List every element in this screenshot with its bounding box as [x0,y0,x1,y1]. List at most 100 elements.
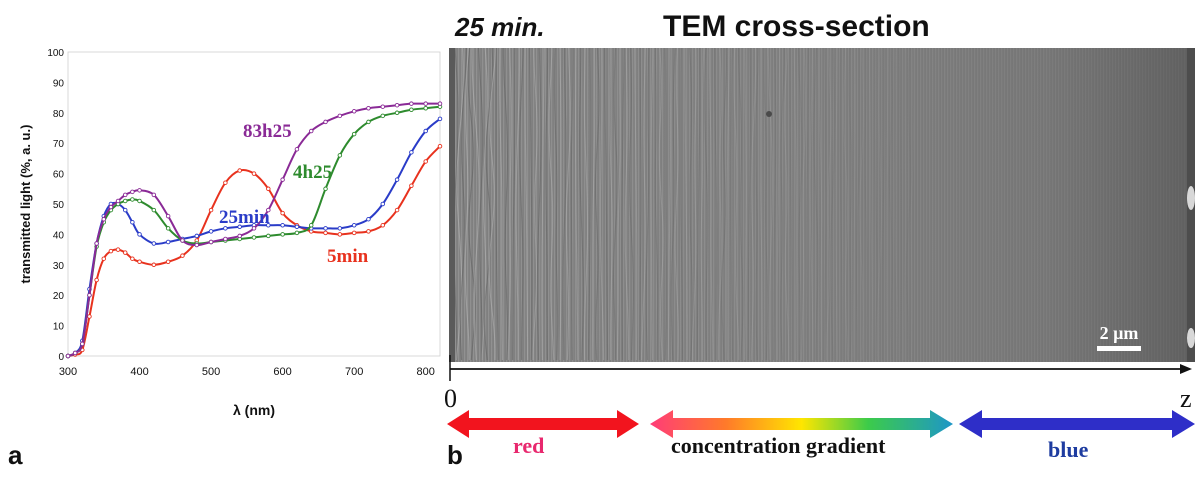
data-point-5min [337,232,343,237]
lamella-line [835,48,838,360]
lamella-line [545,48,549,361]
scale-bar [1097,346,1141,351]
lamella-line [512,48,516,360]
lamella-line [805,48,810,360]
lamella-line [737,48,744,361]
data-point-83h25 [366,105,371,111]
data-point-5min [266,186,271,192]
lamella-line [813,48,819,360]
lamella-line [744,48,747,361]
lamella-line [733,48,740,360]
lamella-line [541,48,545,361]
data-point-5min [323,230,328,236]
y-tick-label: 30 [53,261,65,272]
data-point-83h25 [380,104,386,109]
lamella-line [613,48,618,361]
data-point-83h25 [237,233,242,239]
lamella-line [906,48,912,361]
data-point-4h25 [294,230,300,236]
lamella-line [823,48,827,360]
data-point-83h25 [266,207,271,213]
y-tick-labels: 0 10 20 30 40 50 60 70 80 90 100 [47,48,64,363]
data-point-25min [208,229,214,234]
data-point-25min [151,241,157,246]
blue-region-label: blue [1048,437,1089,462]
data-point-83h25 [72,350,78,356]
lamella-line [903,48,907,360]
lamella-line [579,48,584,361]
data-point-5min [122,250,128,255]
lamella-line [495,48,499,361]
lamella-line [536,48,542,361]
series-lines [65,101,443,359]
lamella-line [783,48,790,360]
lamella-line [888,48,893,361]
lamella-line [664,48,667,361]
data-point-83h25 [394,102,400,108]
data-point-25min [237,224,242,230]
data-point-83h25 [280,177,285,182]
data-point-25min [266,223,271,228]
lamella-line [609,48,613,360]
lamella-line [599,48,605,361]
data-point-83h25 [130,189,135,195]
data-point-5min [237,168,242,173]
lamella-line [759,48,763,360]
lamella-line [750,48,757,361]
lamella-line [780,48,785,361]
lamella-line [670,48,676,361]
lamella-line [658,48,664,361]
data-point-4h25 [251,235,257,240]
data-point-83h25 [151,192,157,198]
lamella-line [772,48,777,361]
lamella-line [621,48,625,361]
lamella-line [654,48,659,360]
lamella-line [874,48,878,361]
lamella-line [747,48,752,360]
red-region-arrow [447,410,639,438]
data-point-4h25 [351,131,357,137]
y-tick-label: 40 [53,230,65,241]
data-point-83h25 [165,213,171,219]
lamella-line [553,48,559,361]
lamella-line [818,48,823,360]
data-point-5min [180,253,185,258]
data-point-4h25 [165,226,171,231]
lamella-line [519,48,524,361]
lamella-line [859,48,864,361]
data-point-5min [437,143,443,149]
y-tick-label: 0 [58,352,64,363]
gradient-region-label: concentration gradient [671,433,886,458]
lamella-line [650,48,654,361]
axis-origin-label: 0 [444,384,457,413]
data-point-83h25 [194,242,200,248]
data-point-25min [323,226,328,231]
lamella-line [515,48,521,360]
data-point-25min [366,216,371,222]
series-label-5min: 5min [327,246,369,267]
data-point-25min [394,177,400,182]
data-point-83h25 [423,101,428,106]
lamellae-lines [453,48,914,361]
lamella-line [692,48,697,360]
data-point-25min [137,232,142,237]
data-point-83h25 [115,198,121,204]
lamella-line [594,48,600,361]
lamella-line [730,48,734,361]
data-point-4h25 [308,223,314,228]
lamella-line [848,48,853,361]
x-tick-labels: 300 400 500 600 700 800 [59,366,435,378]
x-tick-label: 600 [273,366,291,378]
y-tick-label: 60 [53,170,65,181]
transmission-chart: 0 10 20 30 40 50 60 70 80 90 100 300 400 500 600 700 80… [18,48,443,418]
data-point-83h25 [337,113,343,119]
data-point-5min [380,223,386,228]
data-point-5min [280,210,285,216]
data-point-4h25 [366,119,371,125]
lamella-line [839,48,843,360]
data-point-5min [115,247,121,252]
series-label-83h25: 83h25 [243,121,292,142]
lamella-line [856,48,860,361]
data-point-25min [437,116,443,122]
data-point-5min [251,171,257,176]
